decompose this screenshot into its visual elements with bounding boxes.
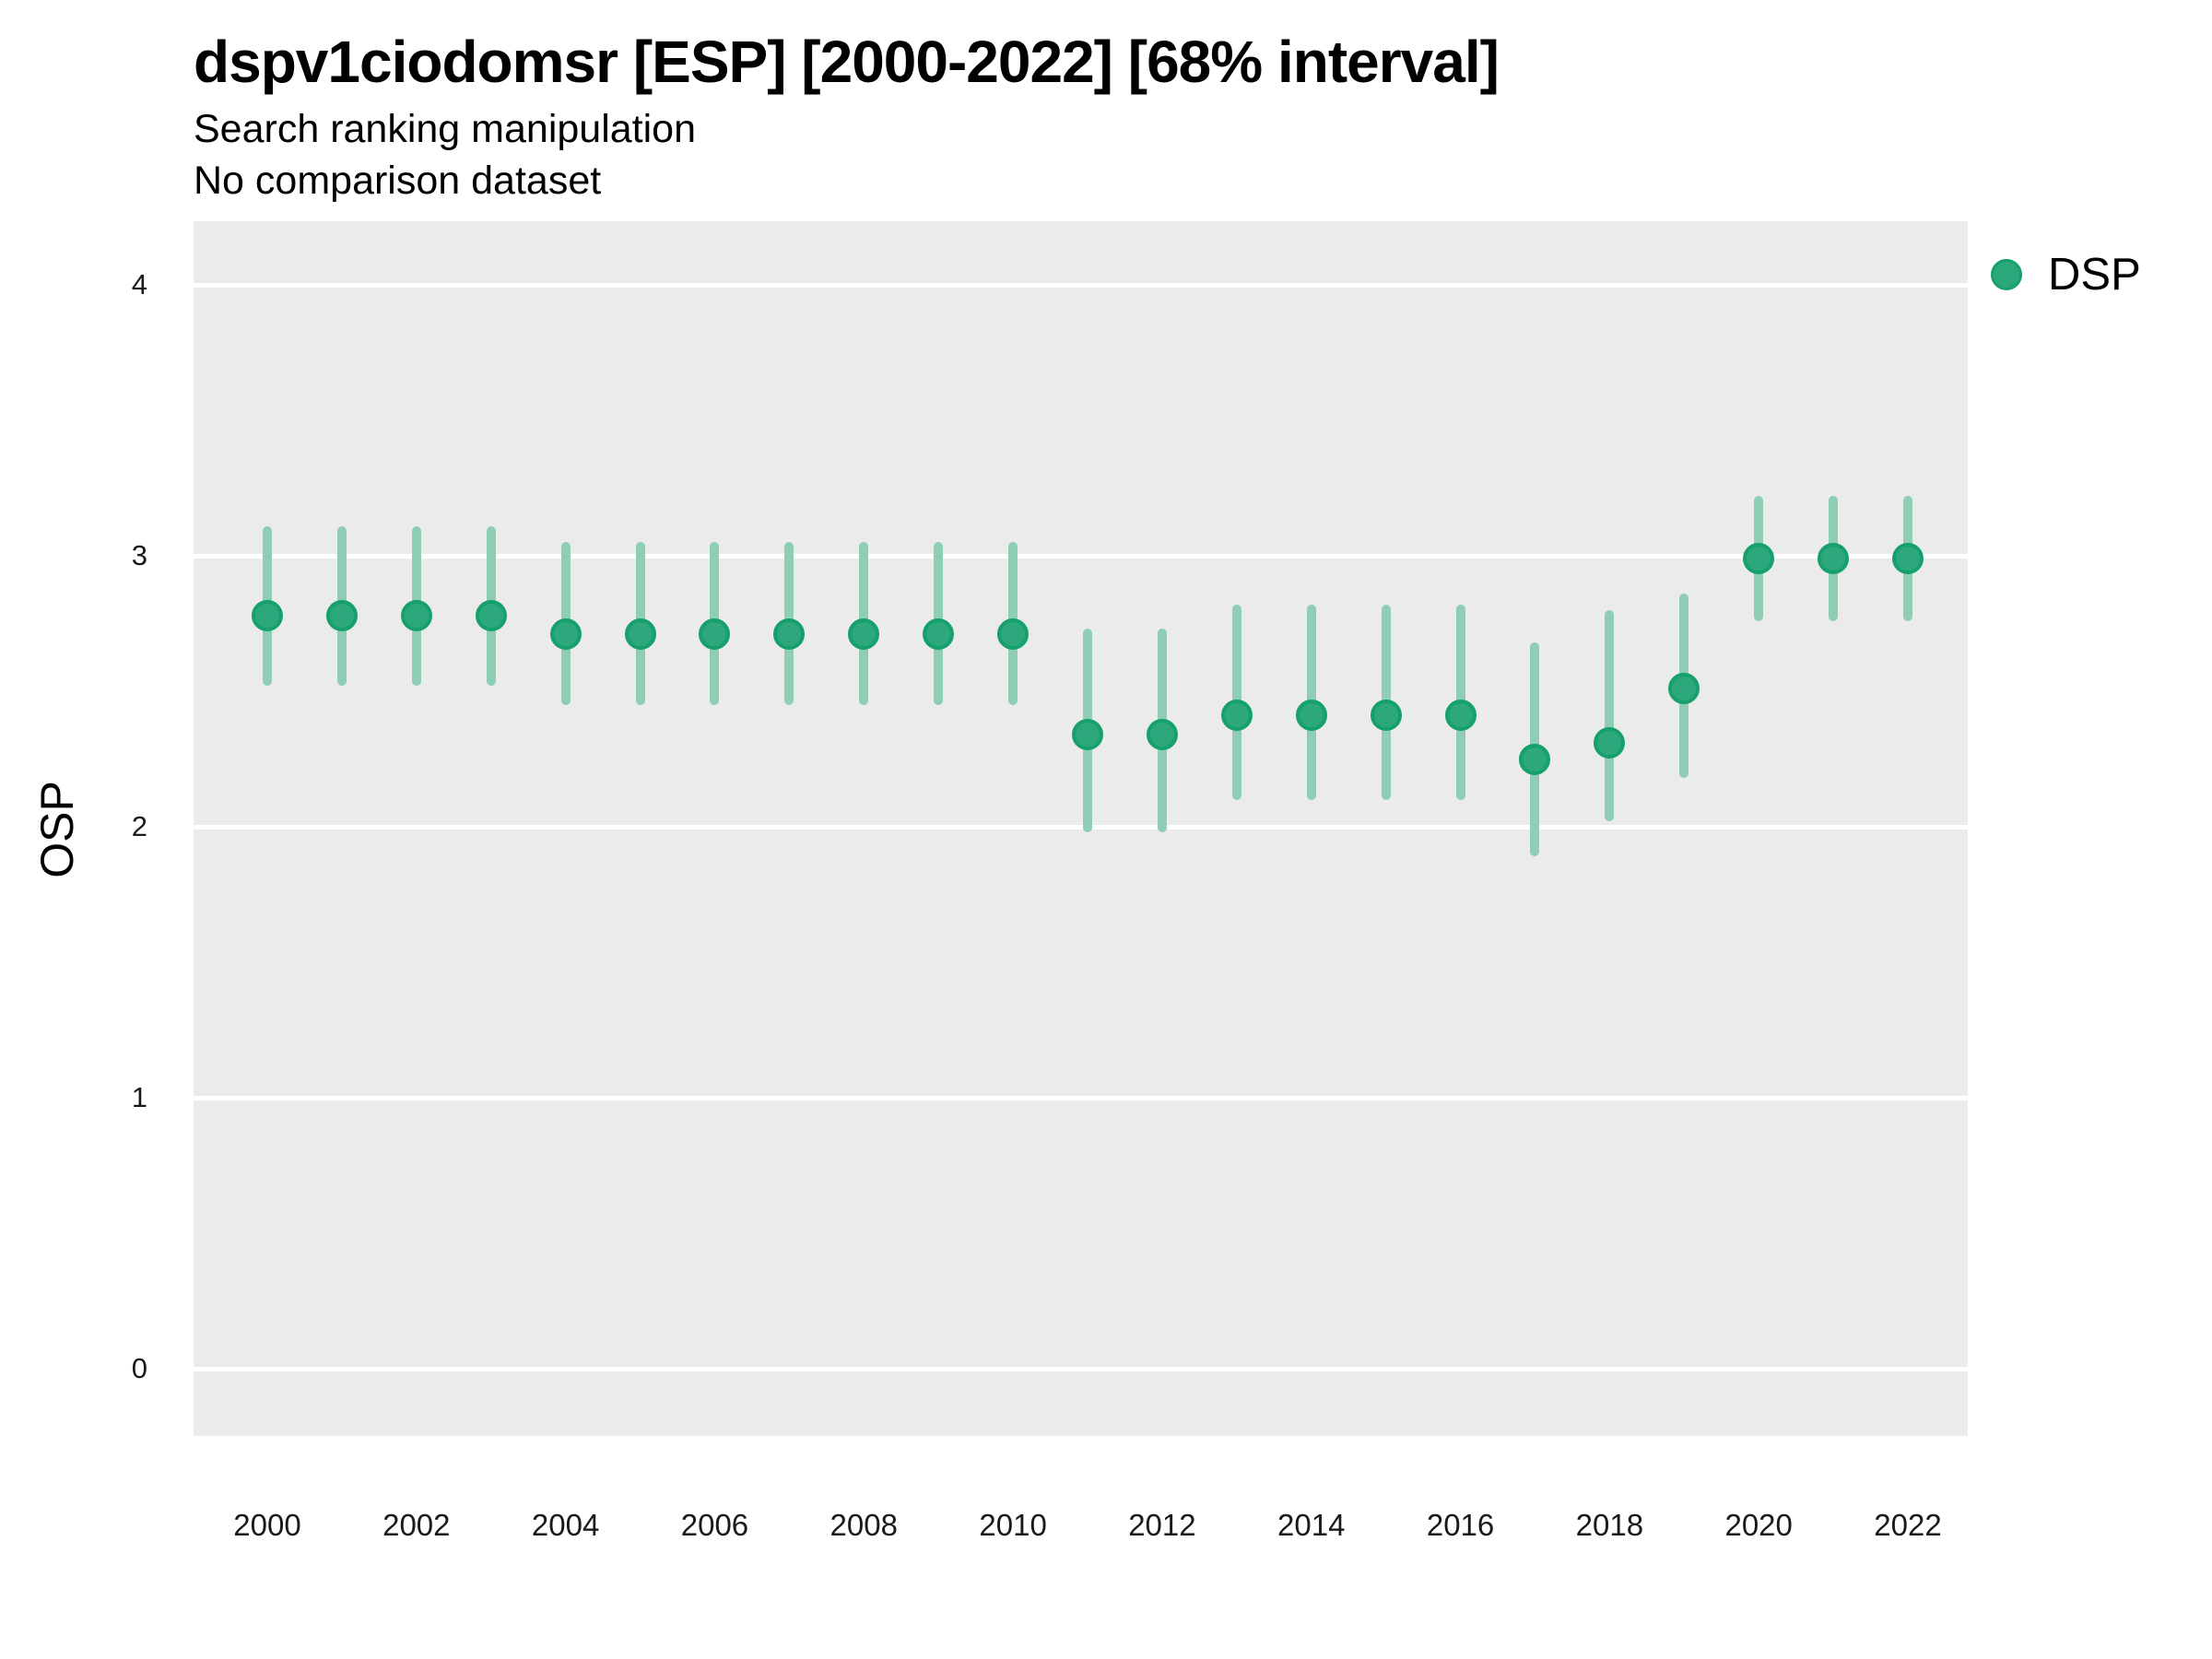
x-tick-label-2000: 2000 bbox=[233, 1508, 301, 1542]
data-point-2022 bbox=[1892, 542, 1924, 574]
data-point-2003 bbox=[475, 599, 507, 631]
x-tick-label-2016: 2016 bbox=[1426, 1508, 1495, 1542]
x-tick-label-2014: 2014 bbox=[1277, 1508, 1346, 1542]
data-point-2004 bbox=[549, 618, 582, 651]
gridline-y-0 bbox=[194, 1366, 1968, 1371]
y-tick-label-1: 1 bbox=[131, 1081, 147, 1113]
data-point-2006 bbox=[699, 618, 731, 651]
x-tick-label-2010: 2010 bbox=[979, 1508, 1047, 1542]
data-point-2005 bbox=[624, 618, 656, 651]
data-point-2012 bbox=[1146, 719, 1178, 751]
data-point-2002 bbox=[400, 599, 432, 631]
x-tick-label-2020: 2020 bbox=[1724, 1508, 1793, 1542]
y-tick-label-3: 3 bbox=[131, 539, 147, 571]
y-tick-label-2: 2 bbox=[131, 810, 147, 842]
x-tick-label-2008: 2008 bbox=[830, 1508, 898, 1542]
data-point-2001 bbox=[325, 599, 358, 631]
x-tick-label-2018: 2018 bbox=[1575, 1508, 1644, 1542]
data-point-2017 bbox=[1519, 743, 1551, 775]
data-point-2000 bbox=[252, 599, 283, 631]
data-point-2020 bbox=[1743, 542, 1775, 574]
chart-caption: No comparison dataset bbox=[194, 159, 602, 203]
x-tick-label-2004: 2004 bbox=[531, 1508, 600, 1542]
x-tick-label-2006: 2006 bbox=[680, 1508, 749, 1542]
data-point-2018 bbox=[1594, 726, 1626, 759]
data-point-2011 bbox=[1072, 719, 1103, 751]
data-point-2014 bbox=[1295, 700, 1327, 732]
data-point-2007 bbox=[773, 618, 806, 651]
gridline-y-4 bbox=[194, 282, 1968, 288]
data-point-2019 bbox=[1668, 673, 1700, 705]
chart-subtitle: Search ranking manipulation bbox=[194, 107, 696, 151]
legend: DSP bbox=[1991, 247, 2141, 302]
data-point-2015 bbox=[1370, 700, 1402, 732]
y-tick-label-0: 0 bbox=[131, 1352, 147, 1384]
data-point-2009 bbox=[923, 618, 955, 651]
interval-bar-2018 bbox=[1605, 609, 1615, 822]
x-tick-label-2022: 2022 bbox=[1874, 1508, 1942, 1542]
gridline-y-3 bbox=[194, 553, 1968, 559]
data-point-2021 bbox=[1818, 542, 1850, 574]
legend-item-label: DSP bbox=[2048, 250, 2141, 300]
chart-title: dspv1ciodomsr [ESP] [2000-2022] [68% int… bbox=[194, 29, 1500, 95]
gridline-y-2 bbox=[194, 824, 1968, 830]
data-point-2016 bbox=[1444, 700, 1477, 732]
plot-panel bbox=[194, 221, 1968, 1436]
x-tick-label-2002: 2002 bbox=[382, 1508, 451, 1542]
data-point-2010 bbox=[997, 618, 1030, 651]
legend-marker-icon bbox=[1991, 259, 2022, 290]
data-point-2008 bbox=[848, 618, 880, 651]
data-point-2013 bbox=[1220, 700, 1253, 732]
y-tick-label-4: 4 bbox=[131, 268, 147, 300]
x-tick-label-2012: 2012 bbox=[1128, 1508, 1196, 1542]
gridline-y-1 bbox=[194, 1095, 1968, 1100]
